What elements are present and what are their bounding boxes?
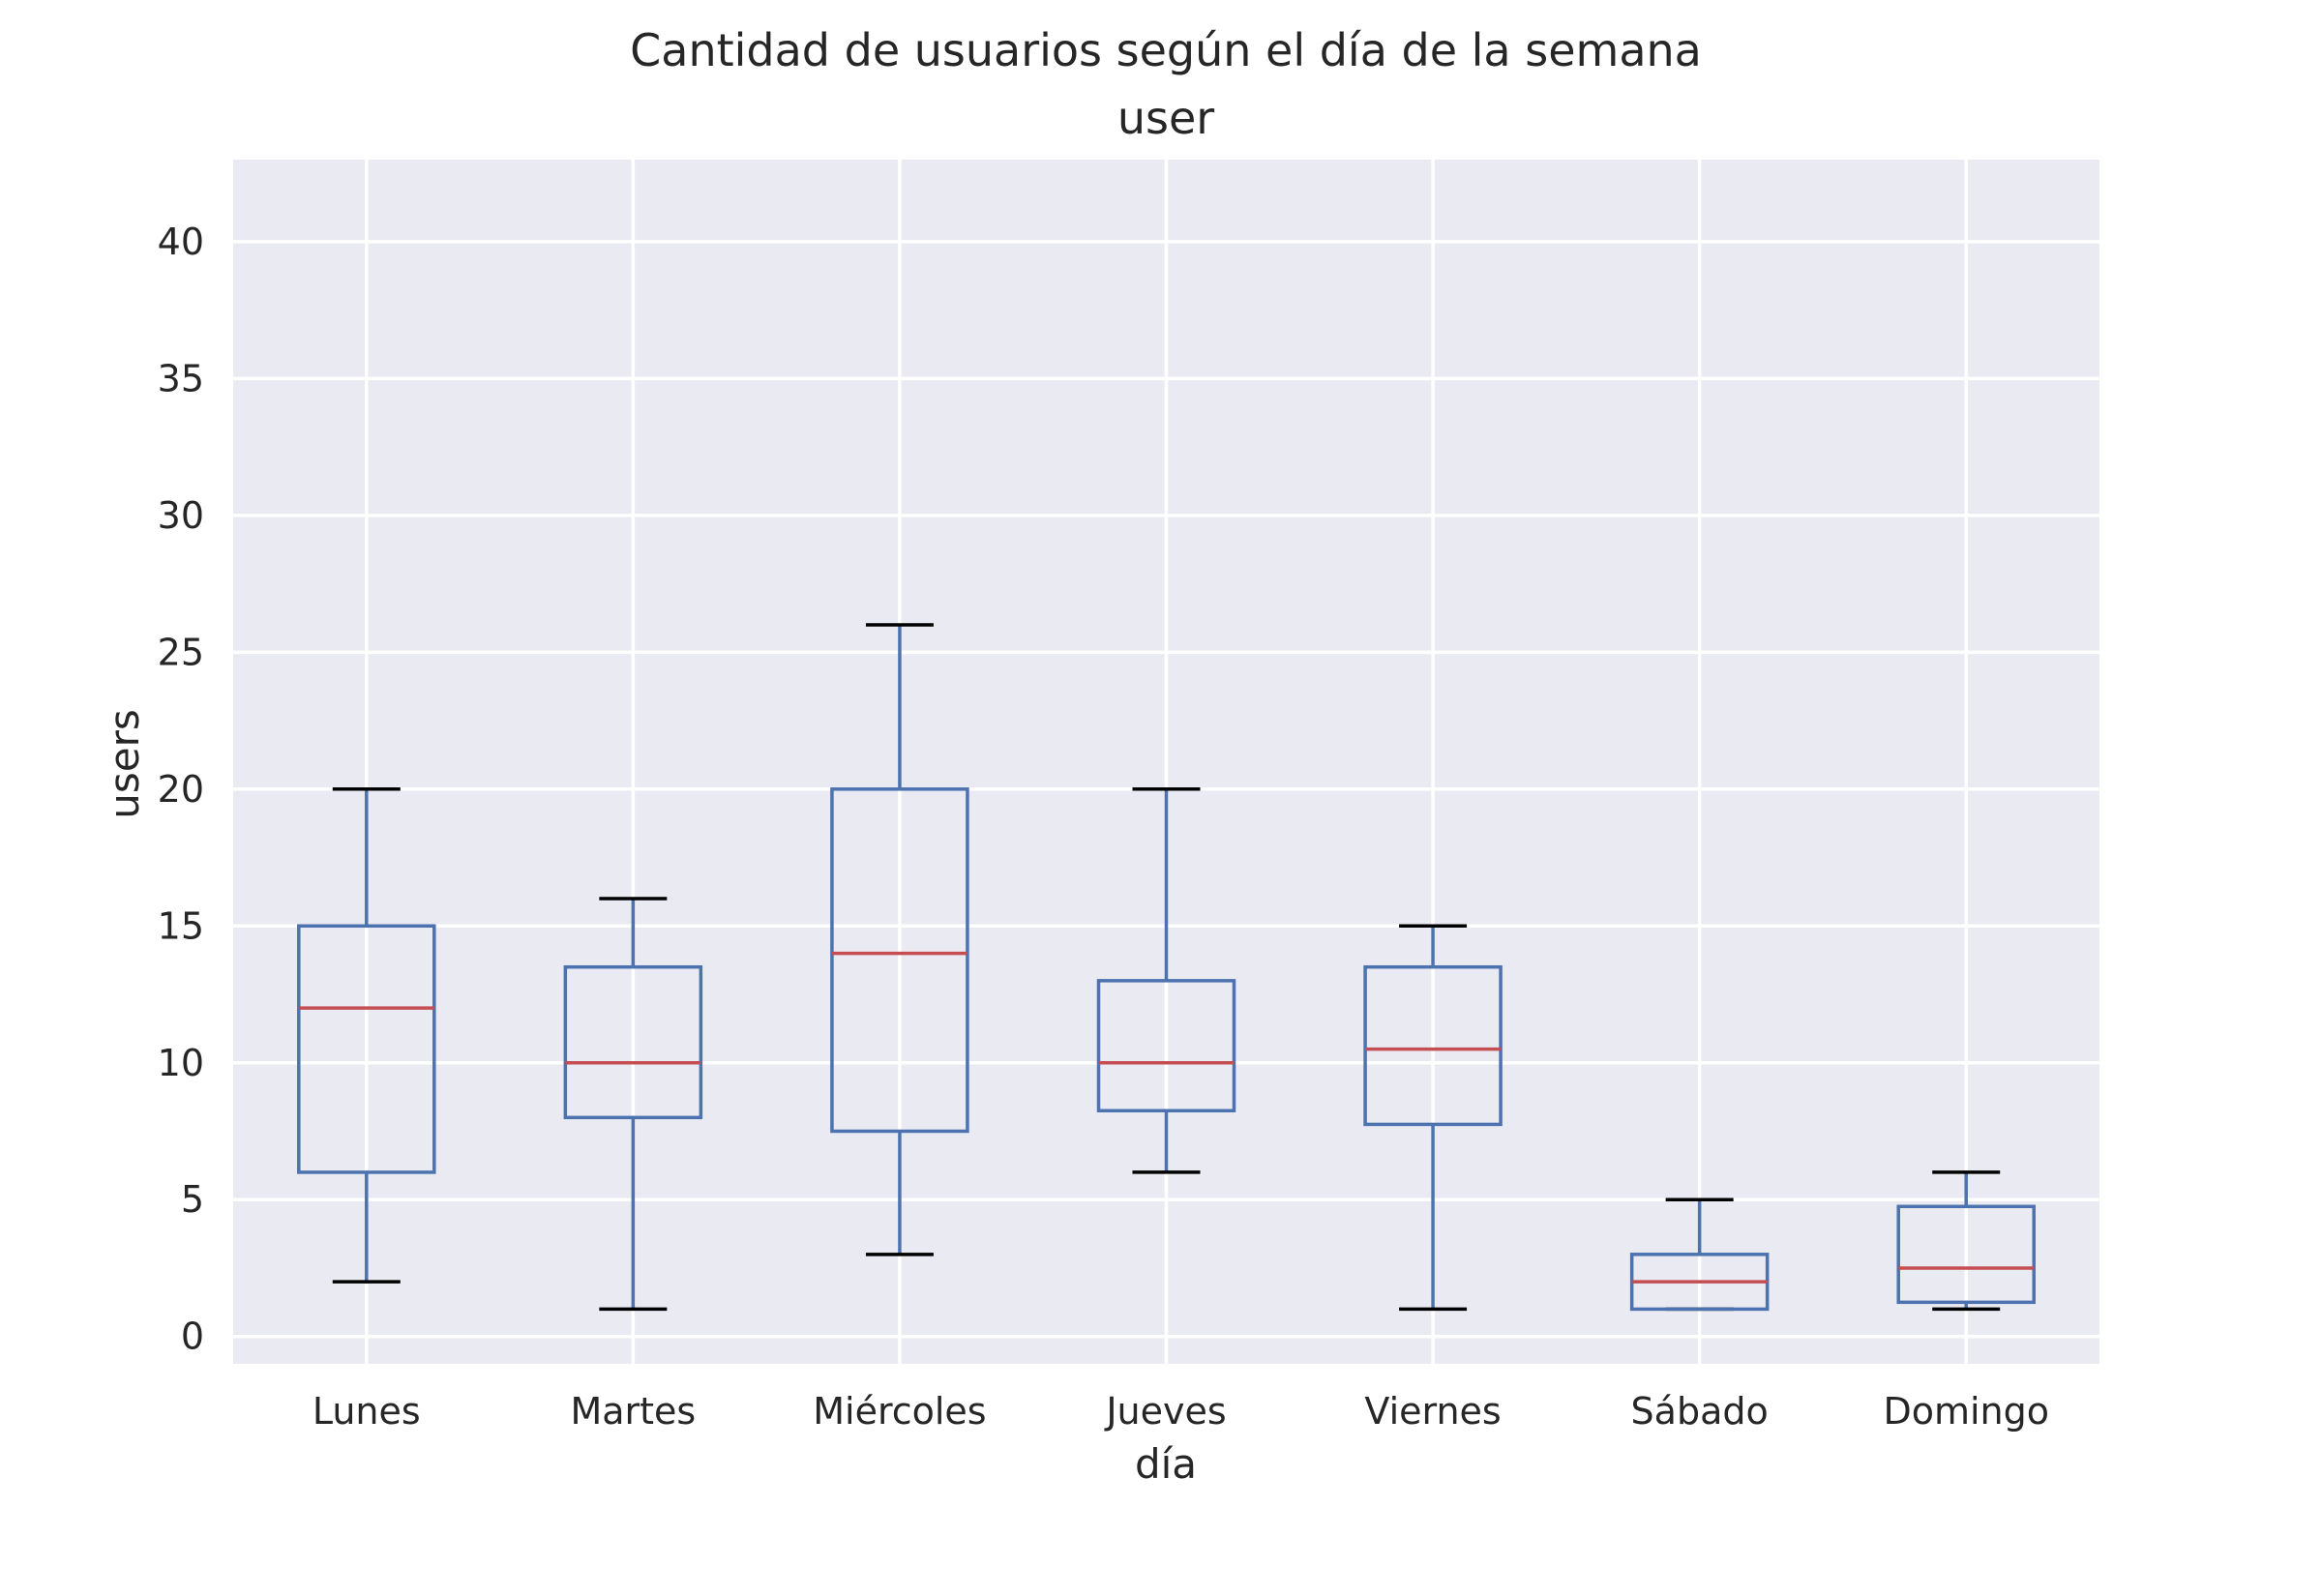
y-axis-label: users bbox=[101, 709, 148, 819]
chart-subtitle: user bbox=[1117, 92, 1214, 144]
chart-title: Cantidad de usuarios según el día de la … bbox=[630, 24, 1702, 76]
box-group bbox=[1096, 787, 1236, 1174]
x-tick-label: Sábado bbox=[1631, 1390, 1769, 1433]
x-tick-label: Viernes bbox=[1364, 1390, 1501, 1433]
box-group bbox=[1896, 1170, 2036, 1312]
y-tick-label: 0 bbox=[181, 1315, 204, 1358]
box-iqr bbox=[1363, 964, 1503, 1127]
y-tick-label: 35 bbox=[158, 357, 204, 399]
x-tick-labels: Lunes Martes Miércoles Jueves Viernes Sábado D… bbox=[313, 1390, 2049, 1433]
x-tick-label: Jueves bbox=[1104, 1390, 1226, 1433]
box-group bbox=[297, 787, 436, 1284]
y-tick-label: 25 bbox=[158, 631, 204, 673]
x-tick-label: Lunes bbox=[313, 1390, 421, 1433]
box-group bbox=[563, 897, 703, 1312]
box-iqr bbox=[297, 924, 436, 1174]
box-iqr bbox=[1896, 1204, 2036, 1305]
y-tick-label: 30 bbox=[158, 494, 204, 537]
x-tick-label: Domingo bbox=[1883, 1390, 2049, 1433]
y-tick-labels: 0 5 10 15 20 25 30 35 40 bbox=[158, 221, 204, 1358]
box-iqr bbox=[1096, 979, 1236, 1113]
boxes bbox=[297, 623, 2036, 1312]
x-tick-label: Miércoles bbox=[813, 1390, 986, 1433]
box-iqr bbox=[830, 787, 969, 1134]
box-group bbox=[1629, 1197, 1770, 1312]
x-axis-label: día bbox=[1135, 1440, 1197, 1488]
x-tick-label: Martes bbox=[570, 1390, 696, 1433]
y-tick-label: 5 bbox=[181, 1178, 204, 1221]
y-tick-label: 10 bbox=[158, 1042, 204, 1084]
box-group bbox=[1363, 924, 1503, 1312]
box-iqr bbox=[563, 964, 703, 1120]
box-group bbox=[830, 623, 969, 1256]
y-tick-label: 15 bbox=[158, 904, 204, 947]
y-tick-label: 40 bbox=[158, 221, 204, 263]
y-tick-label: 20 bbox=[158, 768, 204, 811]
